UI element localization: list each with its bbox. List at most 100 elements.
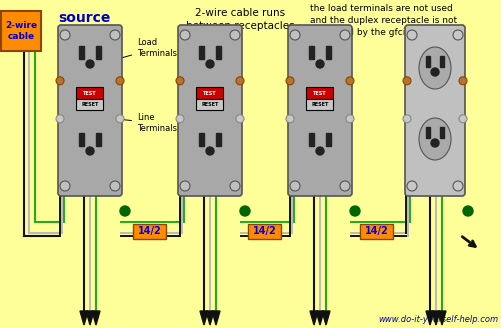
Circle shape	[120, 206, 130, 216]
FancyBboxPatch shape	[1, 11, 41, 51]
Circle shape	[346, 77, 354, 85]
Circle shape	[116, 115, 124, 123]
Circle shape	[403, 115, 411, 123]
Circle shape	[463, 206, 473, 216]
Text: the load terminals are not used
and the duplex receptacle is not
protected by th: the load terminals are not used and the …	[310, 4, 457, 37]
Bar	[440, 56, 444, 67]
Polygon shape	[432, 311, 440, 325]
Text: source: source	[58, 11, 110, 25]
Circle shape	[346, 115, 354, 123]
Circle shape	[459, 77, 467, 85]
Circle shape	[459, 115, 467, 123]
FancyBboxPatch shape	[77, 88, 104, 99]
Polygon shape	[80, 311, 88, 325]
Circle shape	[230, 181, 240, 191]
FancyBboxPatch shape	[178, 25, 242, 196]
Circle shape	[407, 30, 417, 40]
Bar	[326, 133, 331, 146]
Bar	[309, 133, 314, 146]
Bar	[309, 46, 314, 59]
Circle shape	[180, 181, 190, 191]
Bar	[216, 46, 221, 59]
Ellipse shape	[419, 47, 451, 89]
Circle shape	[286, 115, 294, 123]
Circle shape	[180, 30, 190, 40]
Circle shape	[176, 77, 184, 85]
Circle shape	[60, 30, 70, 40]
Bar	[426, 127, 430, 138]
Bar	[199, 133, 204, 146]
Text: Line
Terminals: Line Terminals	[67, 113, 177, 133]
Text: TEST: TEST	[203, 91, 217, 96]
Polygon shape	[200, 311, 208, 325]
FancyBboxPatch shape	[307, 88, 334, 99]
FancyBboxPatch shape	[196, 99, 223, 111]
Bar	[216, 133, 221, 146]
FancyBboxPatch shape	[58, 25, 122, 196]
Circle shape	[236, 77, 244, 85]
Circle shape	[340, 30, 350, 40]
Circle shape	[431, 68, 439, 76]
Polygon shape	[426, 311, 434, 325]
Circle shape	[407, 181, 417, 191]
Text: TEST: TEST	[83, 91, 97, 96]
FancyBboxPatch shape	[288, 25, 352, 196]
Circle shape	[316, 147, 324, 155]
Circle shape	[350, 206, 360, 216]
Circle shape	[290, 30, 300, 40]
Circle shape	[286, 77, 294, 85]
Polygon shape	[316, 311, 324, 325]
Circle shape	[110, 181, 120, 191]
Text: RESET: RESET	[81, 102, 99, 108]
Text: 2-wire
cable: 2-wire cable	[5, 21, 37, 41]
Bar	[199, 46, 204, 59]
Bar	[326, 46, 331, 59]
Bar	[96, 133, 101, 146]
Circle shape	[236, 115, 244, 123]
Ellipse shape	[419, 118, 451, 160]
Text: TEST: TEST	[313, 91, 327, 96]
Circle shape	[316, 60, 324, 68]
Polygon shape	[322, 311, 330, 325]
Text: www.do-it-yourself-help.com: www.do-it-yourself-help.com	[378, 315, 498, 324]
Polygon shape	[438, 311, 446, 325]
Text: 14/2: 14/2	[365, 226, 389, 236]
Circle shape	[86, 60, 94, 68]
Circle shape	[403, 77, 411, 85]
Text: RESET: RESET	[311, 102, 329, 108]
FancyBboxPatch shape	[77, 99, 104, 111]
Circle shape	[453, 181, 463, 191]
Circle shape	[206, 60, 214, 68]
Text: 14/2: 14/2	[138, 226, 162, 236]
Polygon shape	[92, 311, 100, 325]
FancyBboxPatch shape	[196, 88, 223, 99]
Circle shape	[453, 30, 463, 40]
Text: RESET: RESET	[201, 102, 219, 108]
Bar	[426, 56, 430, 67]
Circle shape	[240, 206, 250, 216]
FancyBboxPatch shape	[361, 223, 393, 238]
Polygon shape	[206, 311, 214, 325]
Circle shape	[230, 30, 240, 40]
Bar	[79, 133, 84, 146]
FancyBboxPatch shape	[133, 223, 166, 238]
Polygon shape	[212, 311, 220, 325]
Circle shape	[110, 30, 120, 40]
Circle shape	[431, 139, 439, 147]
Polygon shape	[310, 311, 318, 325]
Text: 2-wire cable runs
between receptacles: 2-wire cable runs between receptacles	[186, 8, 294, 31]
Circle shape	[56, 77, 64, 85]
Circle shape	[56, 115, 64, 123]
Text: 14/2: 14/2	[253, 226, 277, 236]
Circle shape	[176, 115, 184, 123]
Circle shape	[60, 181, 70, 191]
Polygon shape	[86, 311, 94, 325]
Bar	[79, 46, 84, 59]
FancyBboxPatch shape	[248, 223, 282, 238]
Text: Load
Terminals: Load Terminals	[67, 38, 177, 74]
Circle shape	[290, 181, 300, 191]
FancyBboxPatch shape	[405, 25, 465, 196]
Bar	[440, 127, 444, 138]
Bar	[96, 46, 101, 59]
Circle shape	[116, 77, 124, 85]
